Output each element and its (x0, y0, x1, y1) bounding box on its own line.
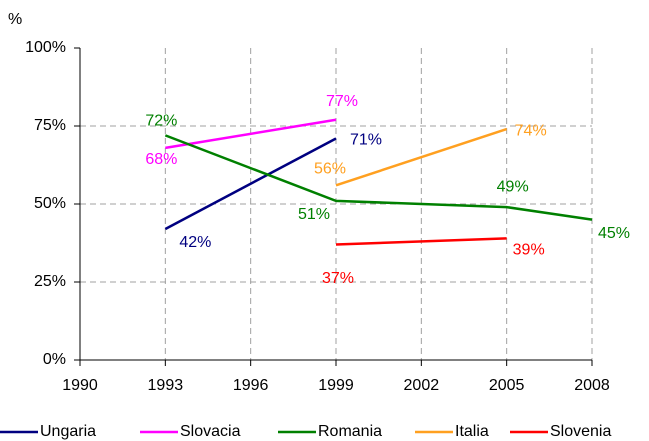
legend-label: Romania (318, 423, 382, 440)
x-tick-label: 1999 (318, 377, 354, 394)
x-tick-label: 2008 (574, 377, 610, 394)
x-tick-label: 1993 (148, 377, 184, 394)
data-label: 68% (145, 151, 177, 168)
x-tick-label: 1990 (62, 377, 98, 394)
legend-label: Ungaria (40, 423, 96, 440)
legend-label: Slovenia (550, 423, 611, 440)
y-tick-label: 75% (34, 117, 66, 134)
x-tick-label: 2002 (404, 377, 440, 394)
data-label: 51% (298, 206, 330, 223)
data-label: 39% (513, 242, 545, 259)
data-label: 42% (179, 234, 211, 251)
y-tick-label: 50% (34, 195, 66, 212)
data-label: 37% (322, 270, 354, 287)
data-label: 77% (326, 93, 358, 110)
series-line (164, 137, 337, 231)
series-line (165, 118, 337, 150)
data-label: 49% (497, 178, 529, 195)
y-axis-label: % (8, 11, 22, 28)
y-tick-label: 0% (43, 351, 66, 368)
x-tick-label: 1996 (233, 377, 269, 394)
series-line (335, 127, 508, 187)
series-line (164, 134, 593, 221)
y-tick-label: 25% (34, 273, 66, 290)
data-label: 56% (314, 160, 346, 177)
data-label: 74% (515, 122, 547, 139)
x-tick-label: 2005 (489, 377, 525, 394)
series-line (335, 237, 507, 246)
data-label: 71% (350, 132, 382, 149)
data-label: 72% (145, 113, 177, 130)
legend-label: Italia (455, 423, 489, 440)
legend-label: Slovacia (180, 423, 241, 440)
data-label: 45% (598, 225, 630, 242)
y-tick-label: 100% (25, 39, 66, 56)
